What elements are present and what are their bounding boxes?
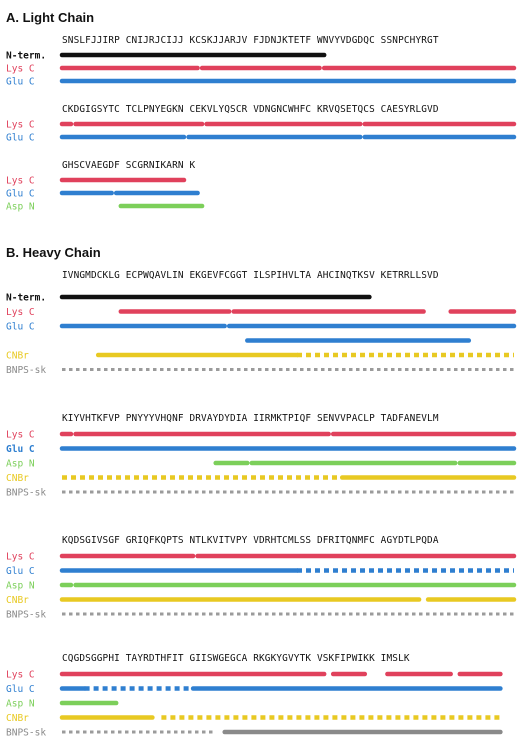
track-label-glu-c: Glu C [6,444,35,455]
light-chain-title: A. Light Chain [6,10,95,25]
track-label-asp-n: Asp N [6,202,35,213]
track-label-glu-c: Glu C [6,189,35,200]
light-chain-sequence-3: GHSCVAEGDF SCGRNIKARN K [62,160,195,171]
track-label-bnps-sk: BNPS-sk [6,610,46,621]
track-label-cnbr: CNBr [6,473,29,484]
track-label-lys-c: Lys C [6,120,35,131]
track-label-glu-c: Glu C [6,566,35,577]
track-label-glu-c: Glu C [6,133,35,144]
track-label-cnbr: CNBr [6,351,29,362]
track-label-glu-c: Glu C [6,684,35,695]
heavy-chain-sequence-2: KIYVHTKFVP PNYYYVHQNF DRVAYDYDIA IIRMKTP… [62,413,439,424]
track-label-lys-c: Lys C [6,307,35,318]
track-label-lys-c: Lys C [6,430,35,441]
track-label-bnps-sk: BNPS-sk [6,488,46,499]
track-label-n-term-: N-term. [6,293,46,304]
track-label-cnbr: CNBr [6,595,29,606]
track-label-glu-c: Glu C [6,322,35,333]
track-label-bnps-sk: BNPS-sk [6,728,46,739]
track-label-lys-c: Lys C [6,552,35,563]
track-label-asp-n: Asp N [6,699,35,710]
light-chain-sequence-2: CKDGIGSYTC TCLPNYEGKN CEKVLYQSCR VDNGNCW… [62,104,439,115]
track-label-cnbr: CNBr [6,713,29,724]
track-label-asp-n: Asp N [6,581,35,592]
track-label-lys-c: Lys C [6,176,35,187]
track-label-lys-c: Lys C [6,670,35,681]
heavy-chain-sequence-1: IVNGMDCKLG ECPWQAVLIN EKGEVFCGGT ILSPIHV… [62,270,439,281]
heavy-chain-title: B. Heavy Chain [6,245,101,260]
track-label-glu-c: Glu C [6,77,35,88]
heavy-chain-sequence-4: CQGDSGGPHI TAYRDTHFIT GIISWGEGCA RKGKYGV… [62,653,410,664]
heavy-chain-sequence-3: KQDSGIVSGF GRIQFKQPTS NTLKVITVPY VDRHTCM… [62,535,439,546]
track-label-bnps-sk: BNPS-sk [6,365,46,376]
light-chain-sequence-1: SNSLFJJIRP CNIJRJCIJJ KCSKJJARJV FJDNJKT… [62,35,439,46]
track-label-asp-n: Asp N [6,459,35,470]
track-label-lys-c: Lys C [6,64,35,75]
track-label-n-term-: N-term. [6,51,46,62]
